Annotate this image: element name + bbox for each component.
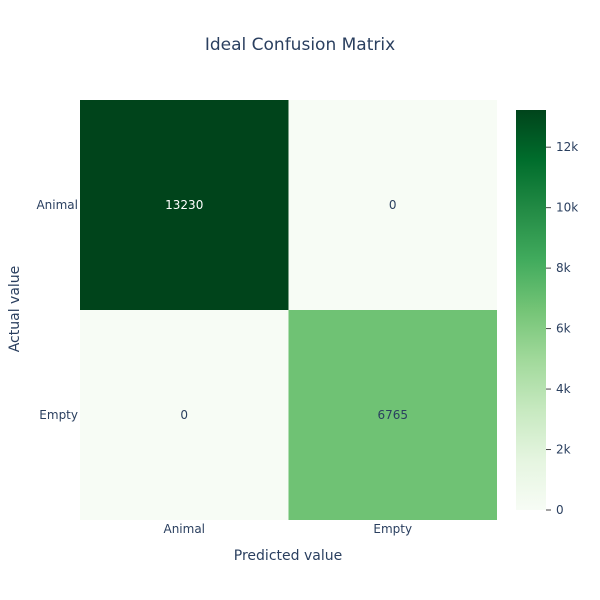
colorbar-tick-label: 2k — [556, 443, 571, 457]
heatmap-cells — [80, 100, 497, 520]
y-axis-title: Actual value — [7, 266, 23, 353]
x-axis-ticks: Animal Empty — [163, 522, 412, 536]
x-tick-label: Empty — [373, 522, 412, 536]
colorbar-tick-label: 4k — [556, 382, 571, 396]
cell-value-label: 0 — [389, 198, 397, 212]
heatmap-cell — [288, 100, 497, 310]
x-tick-label: Animal — [163, 522, 205, 536]
heatmap-cell — [80, 310, 289, 520]
heatmap-cell — [80, 100, 289, 310]
y-axis-ticks: Animal Empty — [36, 198, 78, 422]
cell-value-label: 6765 — [377, 408, 408, 422]
cell-value-label: 0 — [180, 408, 188, 422]
colorbar-tick-label: 8k — [556, 261, 571, 275]
colorbar-tick-label: 10k — [556, 201, 578, 215]
y-tick-label: Animal — [36, 198, 78, 212]
colorbar-ticks: 0 2k 4k 6k 8k 10k 12k — [546, 140, 578, 517]
x-axis-title: Predicted value — [234, 548, 342, 564]
colorbar — [516, 110, 546, 510]
colorbar-tick-label: 12k — [556, 140, 578, 154]
heatmap-cell-labels: 13230 0 0 6765 — [165, 198, 408, 422]
colorbar-tick-label: 0 — [556, 503, 564, 517]
heatmap-cell — [288, 310, 497, 520]
chart-title: Ideal Confusion Matrix — [205, 35, 395, 55]
y-tick-label: Empty — [39, 408, 78, 422]
colorbar-tick-label: 6k — [556, 322, 571, 336]
cell-value-label: 13230 — [165, 198, 203, 212]
